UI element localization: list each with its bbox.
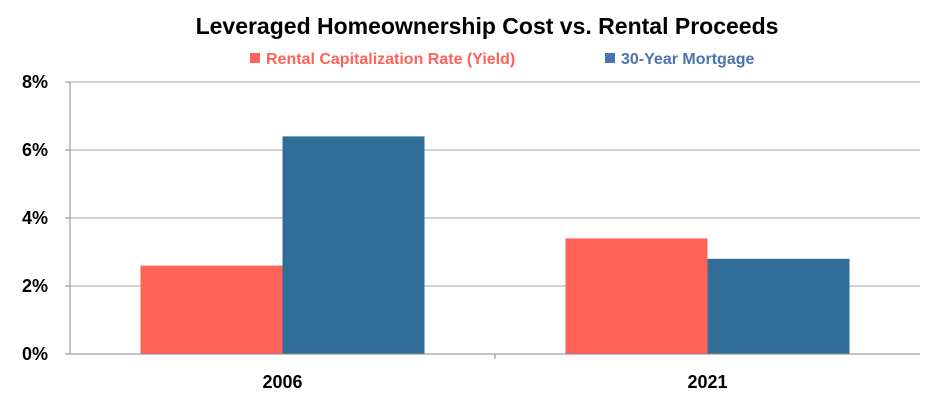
y-axis-ticks: 0% 2% 4% 6% 8%	[22, 72, 48, 364]
bar-mortgage-2006	[282, 136, 425, 354]
y-tick-label: 6%	[22, 140, 48, 160]
x-tick-label: 2021	[687, 372, 727, 392]
y-tick-label: 0%	[22, 344, 48, 364]
y-tick-label: 2%	[22, 276, 48, 296]
x-axis-ticks: 2006 2021	[262, 354, 728, 392]
chart-title: Leveraged Homeownership Cost vs. Rental …	[196, 13, 779, 39]
bar-rental-2006	[140, 265, 283, 354]
legend-label-mortgage: 30-Year Mortgage	[621, 51, 754, 68]
legend-label-rental: Rental Capitalization Rate (Yield)	[266, 51, 515, 68]
legend-swatch-rental	[250, 53, 260, 63]
legend-swatch-mortgage	[605, 53, 615, 63]
y-tick-label: 8%	[22, 72, 48, 92]
x-tick-label: 2006	[262, 372, 302, 392]
y-tick-label: 4%	[22, 208, 48, 228]
legend: Rental Capitalization Rate (Yield) 30-Ye…	[250, 51, 754, 68]
bars	[140, 136, 850, 354]
bar-rental-2021	[565, 238, 708, 354]
bar-mortgage-2021	[707, 258, 850, 354]
